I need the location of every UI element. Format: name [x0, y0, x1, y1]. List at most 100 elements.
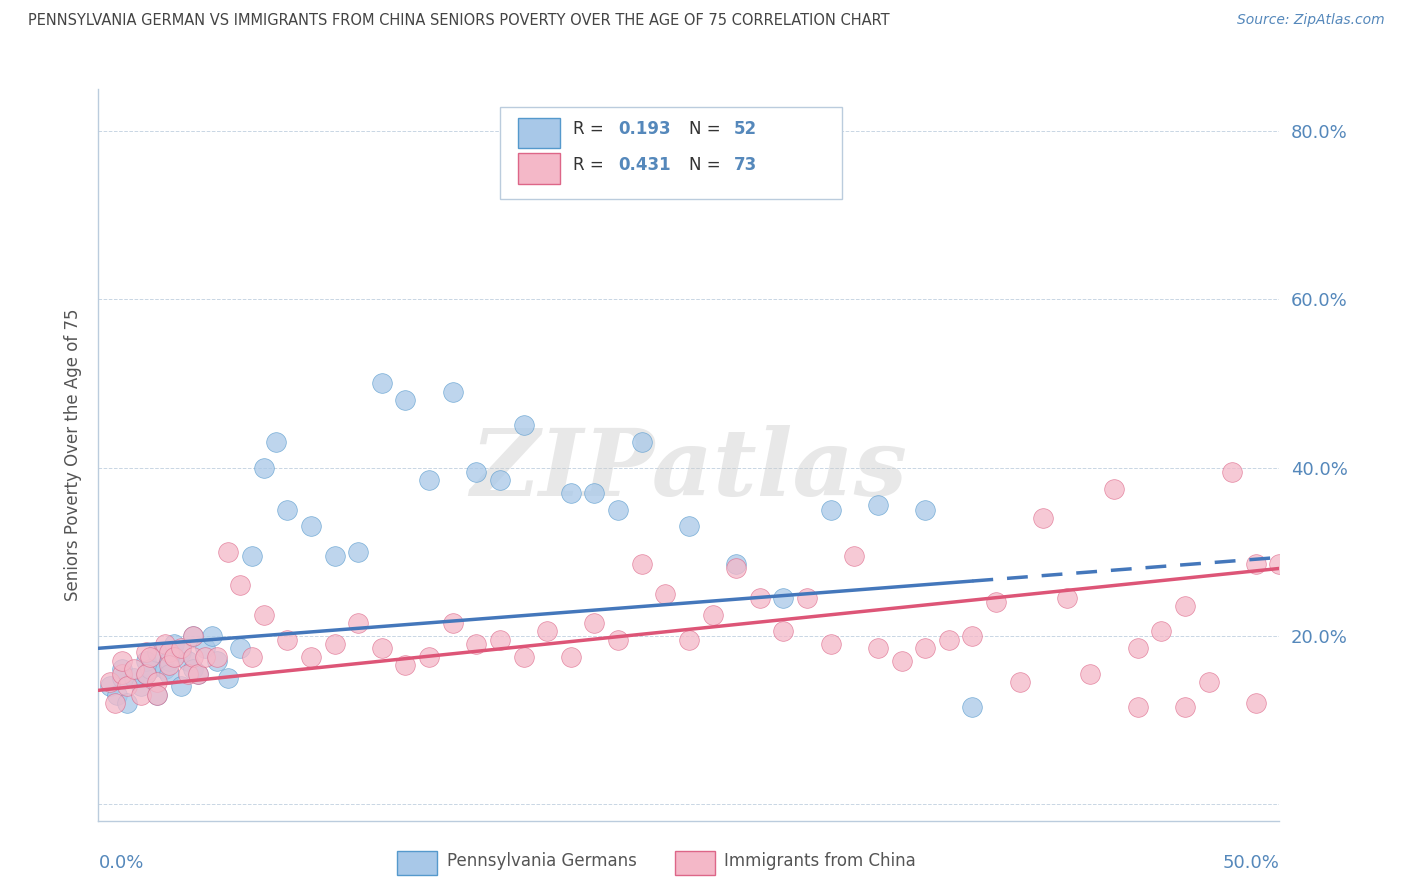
Point [240, 549, 263, 563]
Point [170, 645, 193, 659]
Point [217, 671, 239, 685]
Point [890, 654, 912, 668]
Point [157, 645, 180, 659]
Point [323, 549, 346, 563]
Point [115, 696, 138, 710]
Point [796, 591, 818, 605]
Point [1126, 641, 1149, 656]
Point [177, 666, 200, 681]
FancyBboxPatch shape [501, 108, 842, 199]
Point [229, 641, 252, 656]
Point [139, 649, 162, 664]
Point [264, 435, 287, 450]
Point [441, 616, 464, 631]
Point [181, 649, 204, 664]
Point [984, 595, 1007, 609]
Y-axis label: Seniors Poverty Over the Age of 75: Seniors Poverty Over the Age of 75 [63, 309, 82, 601]
Point [607, 632, 630, 647]
Point [98, 674, 121, 689]
Point [187, 666, 209, 681]
Point [418, 473, 440, 487]
Text: R =: R = [574, 120, 609, 138]
Point [630, 435, 652, 450]
Point [299, 649, 322, 664]
Point [560, 649, 582, 664]
Text: R =: R = [574, 155, 609, 174]
Point [146, 688, 169, 702]
Text: PENNSYLVANIA GERMAN VS IMMIGRANTS FROM CHINA SENIORS POVERTY OVER THE AGE OF 75 : PENNSYLVANIA GERMAN VS IMMIGRANTS FROM C… [28, 13, 890, 29]
Point [115, 679, 138, 693]
Point [772, 591, 794, 605]
Point [111, 666, 134, 681]
Point [441, 384, 464, 399]
Point [1126, 700, 1149, 714]
Point [122, 662, 145, 676]
Point [163, 637, 186, 651]
Point [135, 645, 157, 659]
Point [1008, 674, 1031, 689]
Point [1244, 558, 1267, 572]
Text: 0.431: 0.431 [619, 155, 671, 174]
Point [205, 649, 228, 664]
Point [104, 696, 127, 710]
Point [371, 376, 394, 391]
Text: Immigrants from China: Immigrants from China [724, 852, 917, 870]
FancyBboxPatch shape [675, 851, 714, 876]
Point [914, 502, 936, 516]
FancyBboxPatch shape [517, 118, 560, 148]
Point [170, 641, 193, 656]
Point [820, 502, 842, 516]
Text: 52: 52 [734, 120, 756, 138]
Point [201, 629, 224, 643]
Point [394, 658, 416, 673]
Point [347, 544, 370, 558]
Point [512, 649, 534, 664]
Point [347, 616, 370, 631]
Text: N =: N = [689, 120, 725, 138]
Point [1032, 511, 1054, 525]
Point [181, 629, 204, 643]
Point [146, 688, 169, 702]
Point [98, 679, 121, 693]
Point [170, 679, 193, 693]
Text: N =: N = [689, 155, 725, 174]
Point [135, 666, 157, 681]
Point [276, 502, 298, 516]
Point [187, 666, 209, 681]
Point [135, 666, 157, 681]
Point [465, 637, 488, 651]
Point [1080, 666, 1102, 681]
Point [181, 662, 204, 676]
Text: 50.0%: 50.0% [1223, 854, 1279, 871]
Point [725, 558, 748, 572]
Point [748, 591, 770, 605]
Point [194, 641, 217, 656]
Point [157, 666, 180, 681]
Point [702, 607, 724, 622]
Point [1174, 700, 1197, 714]
Point [1268, 558, 1291, 572]
Point [194, 649, 217, 664]
Point [678, 519, 700, 533]
Point [240, 649, 263, 664]
Point [253, 460, 276, 475]
Point [560, 485, 582, 500]
Point [489, 473, 512, 487]
Point [153, 637, 176, 651]
Point [962, 700, 984, 714]
Point [217, 544, 239, 558]
Point [678, 632, 700, 647]
Point [630, 558, 652, 572]
Point [105, 688, 128, 702]
Point [583, 616, 606, 631]
Point [914, 641, 936, 656]
Point [772, 624, 794, 639]
Point [1150, 624, 1173, 639]
Point [725, 561, 748, 575]
Point [418, 649, 440, 664]
Point [229, 578, 252, 592]
Point [866, 499, 889, 513]
Point [607, 502, 630, 516]
Point [371, 641, 394, 656]
Point [583, 485, 606, 500]
